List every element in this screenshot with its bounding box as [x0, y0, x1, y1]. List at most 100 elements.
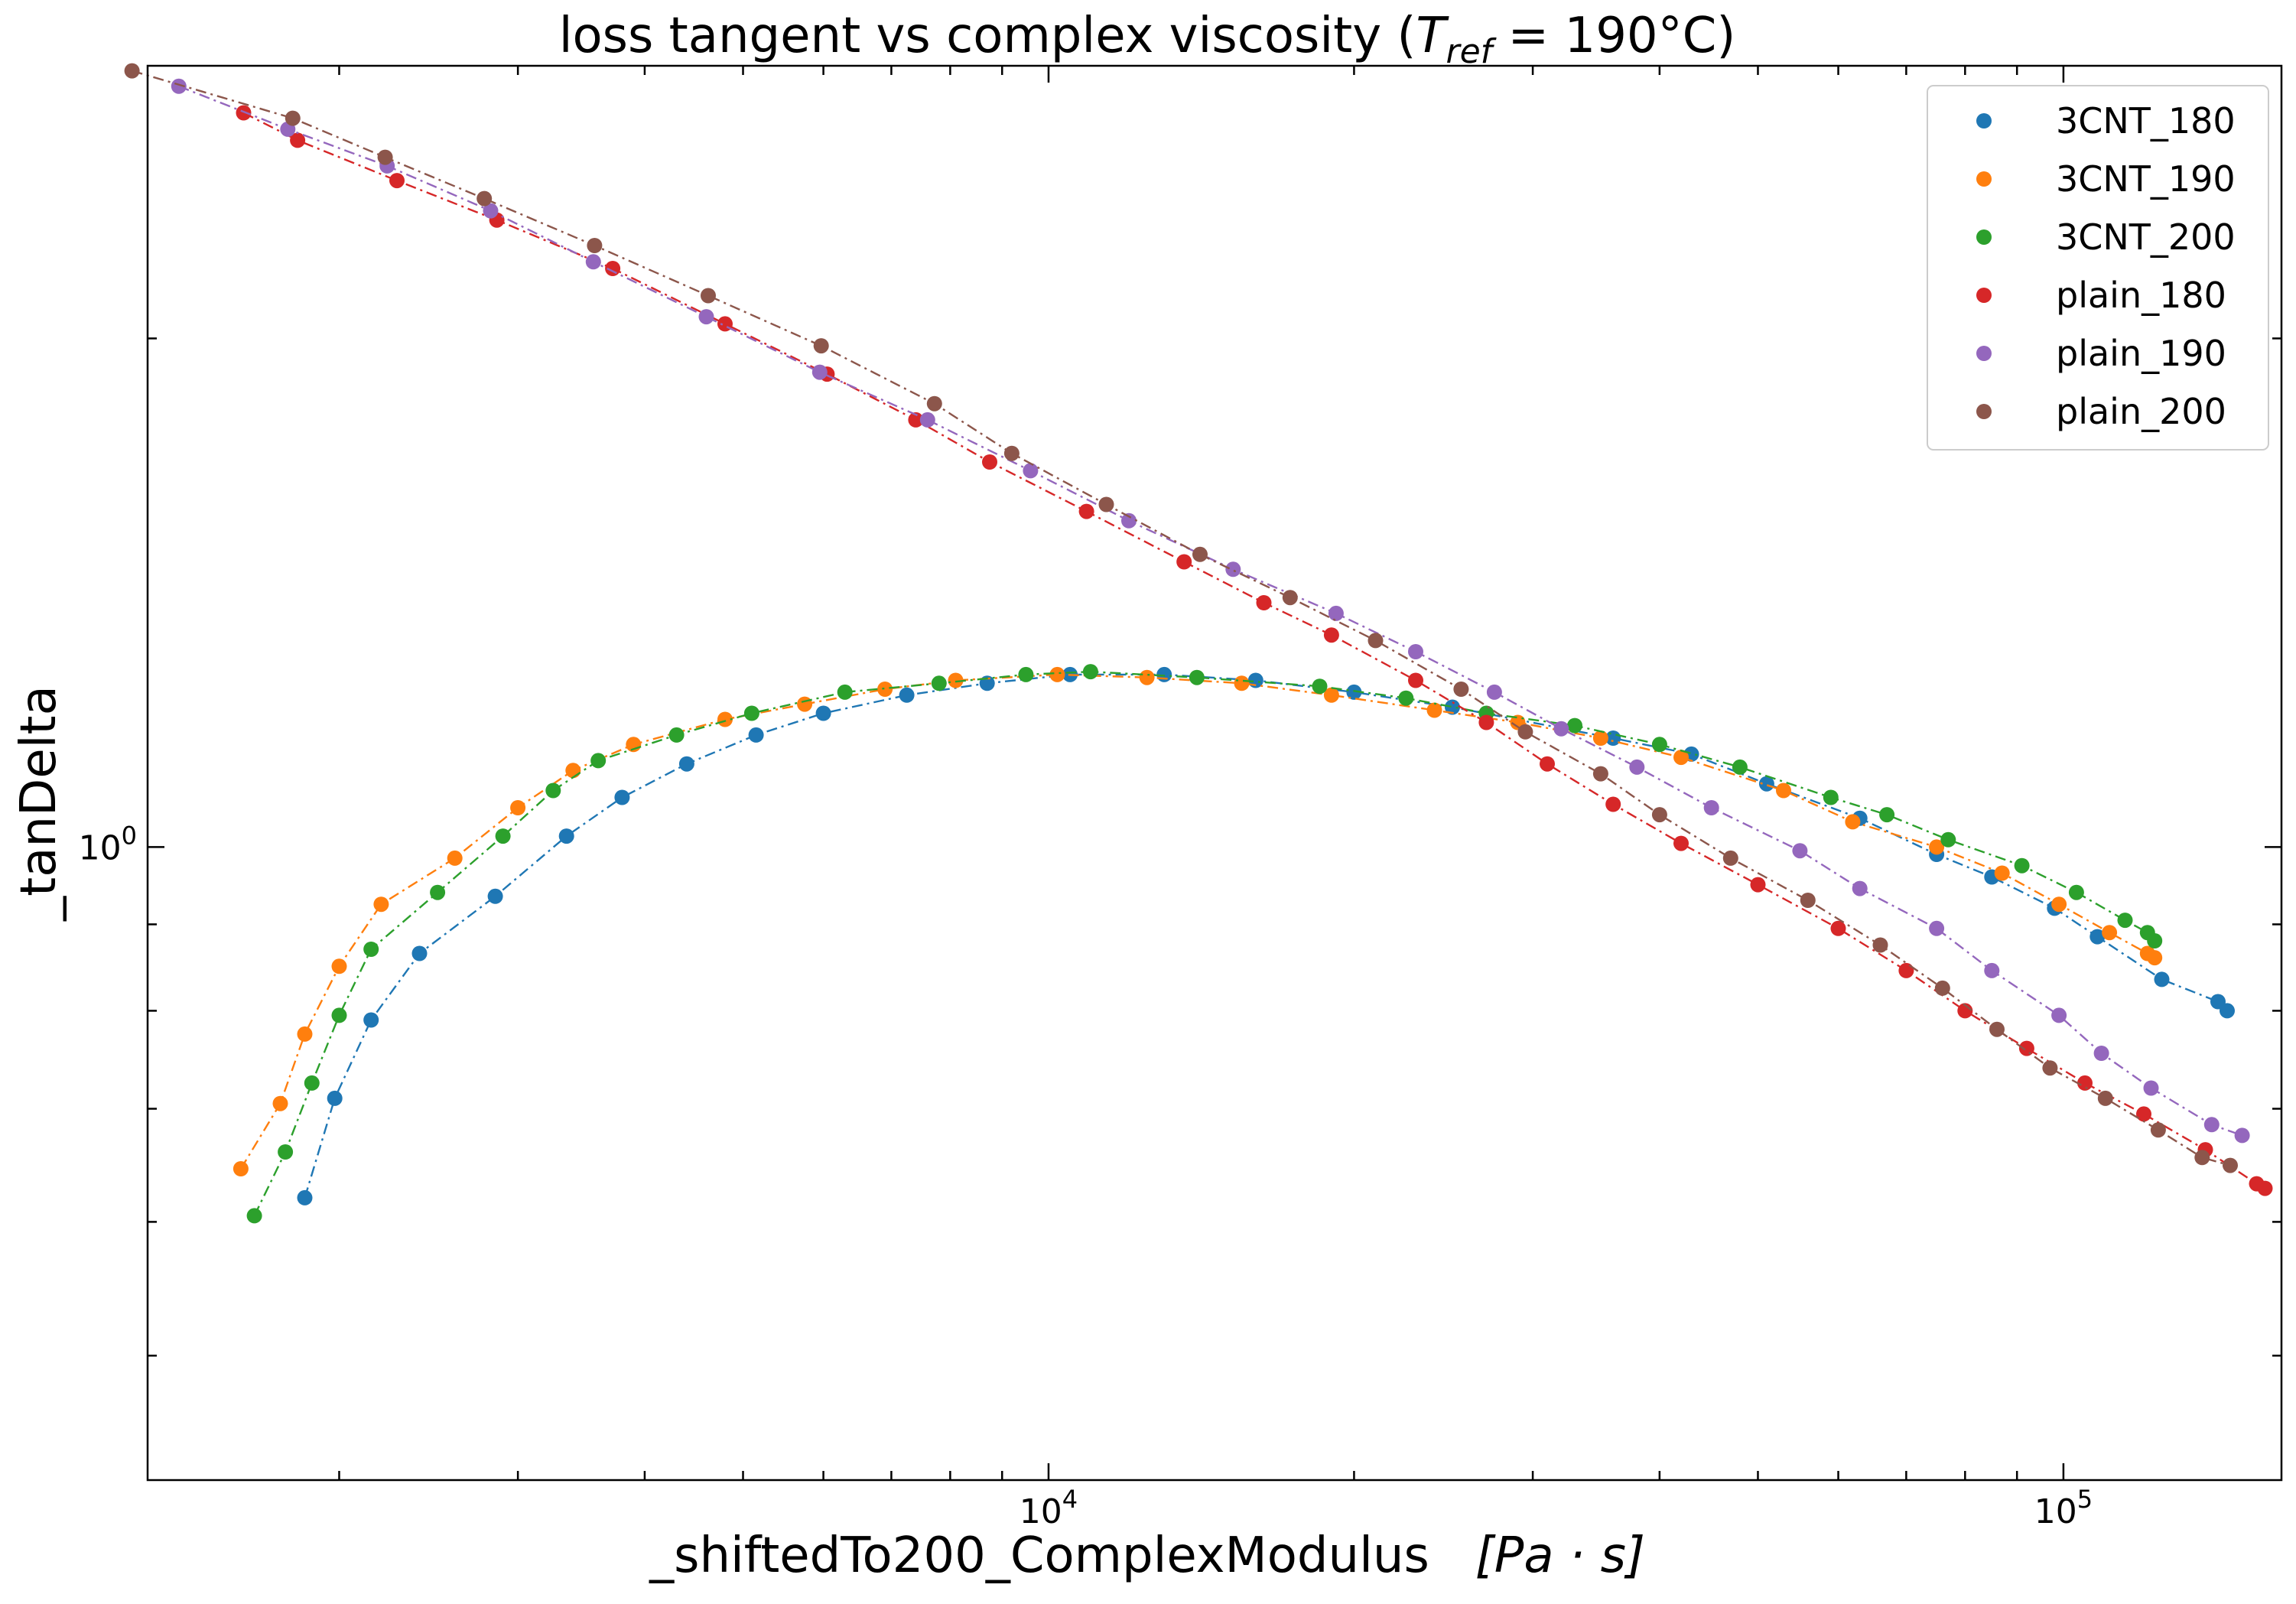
- data-point: [1192, 546, 1208, 562]
- legend-marker: [1976, 404, 1992, 419]
- data-point: [701, 288, 716, 304]
- data-point: [1328, 605, 1344, 621]
- x-tick-label: 104: [1020, 1485, 1078, 1531]
- legend-item-plain_190: plain_190: [1976, 333, 2226, 374]
- data-point: [476, 190, 493, 207]
- data-point: [2147, 933, 2163, 948]
- plot-area: [124, 63, 2273, 1224]
- data-point: [919, 412, 935, 428]
- data-point: [1540, 756, 1555, 772]
- data-point: [1651, 737, 1667, 753]
- axes: 104 105 100: [79, 64, 2283, 1531]
- data-point: [1346, 684, 1362, 700]
- data-point: [1879, 807, 1895, 823]
- data-point: [389, 173, 405, 189]
- data-point: [246, 1208, 262, 1224]
- chart-title: loss tangent vs complex viscosity (Tref …: [559, 8, 1736, 71]
- data-point: [1957, 1003, 1973, 1019]
- legend: 3CNT_180 3CNT_190 3CNT_200 plain_180 plain_1…: [1927, 85, 2269, 451]
- data-point: [297, 1026, 313, 1042]
- data-point: [124, 63, 140, 79]
- y-tick-label: 100: [79, 821, 137, 867]
- data-point: [1368, 633, 1384, 649]
- data-point: [331, 958, 347, 974]
- data-point: [717, 711, 733, 727]
- data-point: [1830, 920, 1846, 936]
- data-point: [1398, 690, 1414, 706]
- series-line-3CNT_190: [239, 673, 2155, 1170]
- data-point: [2068, 884, 2084, 900]
- data-point: [2093, 1046, 2109, 1061]
- data-point: [2223, 1157, 2238, 1173]
- data-point: [587, 238, 603, 253]
- data-point: [1673, 750, 1689, 766]
- data-point: [1098, 496, 1114, 512]
- data-point: [2102, 925, 2118, 941]
- data-point: [510, 800, 526, 815]
- data-point: [2042, 1060, 2058, 1076]
- data-point: [1629, 759, 1645, 775]
- data-point: [1049, 666, 1065, 682]
- data-point: [2051, 1007, 2067, 1023]
- data-point: [2147, 950, 2163, 966]
- data-point: [373, 896, 389, 913]
- legend-label: plain_200: [2056, 391, 2226, 432]
- data-point: [377, 149, 393, 165]
- data-point: [1852, 880, 1868, 896]
- data-point: [1934, 980, 1950, 996]
- data-point: [811, 364, 828, 380]
- data-point: [558, 828, 574, 844]
- legend-item-3CNT_190: 3CNT_190: [1976, 158, 2236, 200]
- legend-label: plain_190: [2056, 333, 2226, 374]
- series-plain_200: [124, 63, 2238, 1173]
- data-point: [1003, 445, 1020, 461]
- data-point: [1426, 702, 1442, 718]
- data-point: [1023, 463, 1039, 479]
- data-point: [363, 1012, 379, 1028]
- data-point: [1994, 865, 2010, 881]
- data-point: [2150, 1122, 2166, 1138]
- legend-marker: [1976, 229, 1992, 245]
- data-point: [2220, 1003, 2235, 1019]
- data-point: [1176, 554, 1192, 570]
- data-point: [1929, 920, 1945, 936]
- data-point: [1453, 682, 1469, 697]
- data-point: [278, 1144, 294, 1160]
- data-point: [748, 727, 764, 743]
- legend-label: 3CNT_200: [2056, 216, 2236, 258]
- data-point: [430, 884, 446, 900]
- data-point: [447, 850, 463, 866]
- data-point: [931, 675, 947, 691]
- data-point: [1234, 675, 1250, 691]
- legend-item-plain_200: plain_200: [1976, 391, 2226, 432]
- data-point: [1018, 666, 1034, 682]
- data-point: [297, 1189, 313, 1205]
- data-point: [1929, 839, 1945, 855]
- legend-marker: [1976, 113, 1992, 129]
- data-point: [487, 888, 503, 904]
- data-point: [877, 682, 893, 697]
- data-point: [1408, 644, 1423, 659]
- data-point: [1445, 699, 1460, 715]
- legend-label: plain_180: [2056, 275, 2226, 316]
- x-tick-label: 105: [2034, 1485, 2093, 1531]
- legend-item-plain_180: plain_180: [1976, 275, 2226, 316]
- data-point: [565, 763, 581, 779]
- data-point: [1189, 669, 1205, 685]
- data-point: [1139, 669, 1155, 685]
- y-axis-label: _tanDelta: [11, 685, 67, 922]
- x-axis-label: _shiftedTo200_ComplexModulus [Pa · s]: [649, 1528, 1645, 1584]
- plot-frame: [146, 64, 2283, 1482]
- legend-marker: [1976, 171, 1992, 187]
- legend-item-3CNT_200: 3CNT_200: [1976, 216, 2236, 258]
- data-point: [2143, 1080, 2159, 1096]
- data-point: [1256, 595, 1272, 610]
- data-point: [1592, 730, 1608, 746]
- data-point: [1989, 1021, 2005, 1037]
- data-point: [1673, 835, 1689, 851]
- data-point: [590, 753, 607, 769]
- data-point: [545, 782, 561, 799]
- data-point: [1567, 717, 1582, 734]
- legend-label: 3CNT_180: [2056, 100, 2236, 142]
